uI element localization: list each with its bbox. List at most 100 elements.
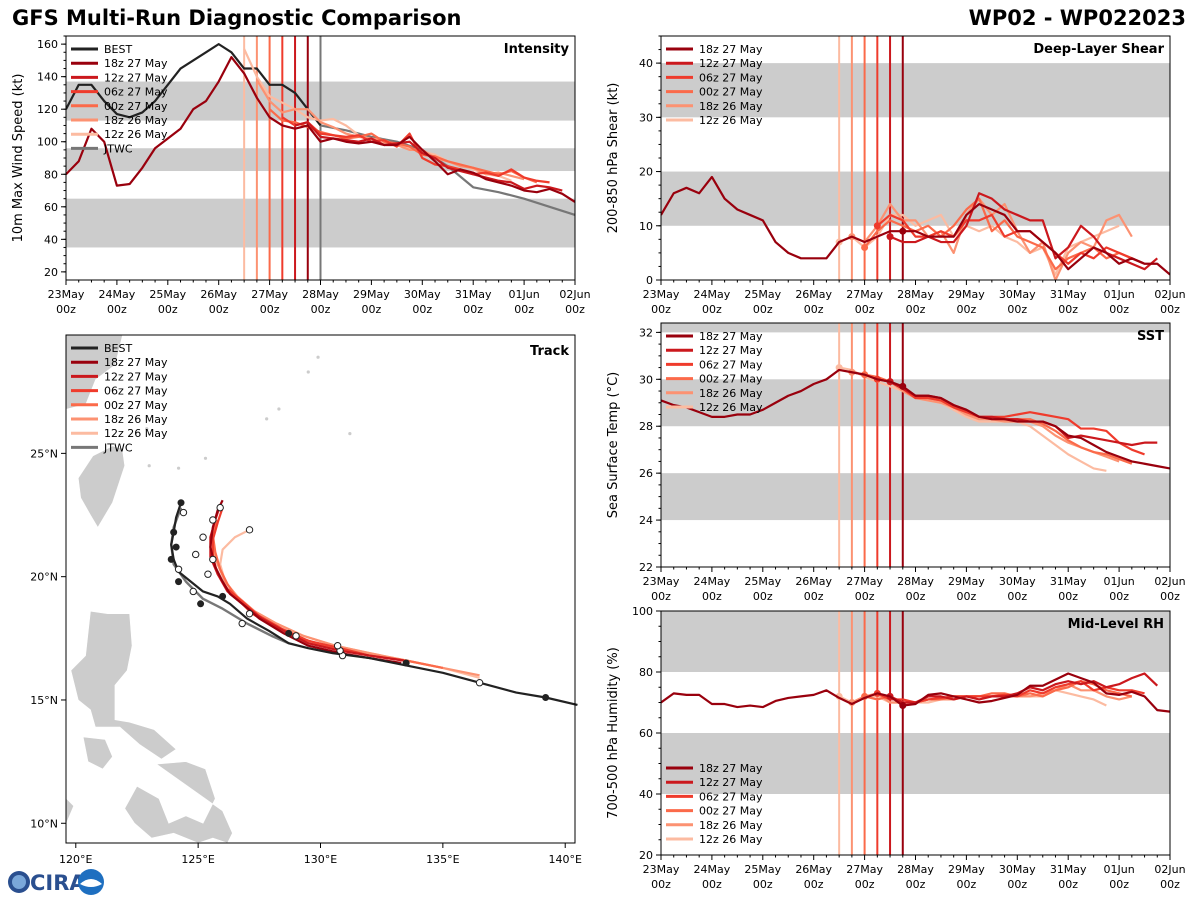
x-tick-label-date: 23May — [48, 288, 85, 301]
x-tick-label-date: 01Jun — [1104, 288, 1135, 301]
y-tick-label: 100 — [632, 605, 653, 618]
legend-label: JTWC — [103, 441, 133, 454]
legend-label: 18z 27 May — [699, 330, 763, 343]
legend-label: 12z 26 May — [699, 114, 763, 127]
legend-label: 18z 27 May — [104, 356, 168, 369]
track-point-filled — [197, 600, 205, 608]
series-group — [66, 43, 575, 216]
track-point-open — [191, 550, 200, 559]
legend-label: 12z 27 May — [104, 370, 168, 383]
x-tick-label-date: 30May — [404, 288, 441, 301]
track-point-open — [189, 587, 197, 596]
x-tick-label-hour: 00z — [1160, 590, 1180, 603]
island — [265, 417, 269, 421]
panel-title: Intensity — [504, 42, 570, 57]
shaded-band — [661, 323, 1170, 333]
x-tick-label-hour: 00z — [753, 878, 773, 891]
init-marker — [899, 702, 907, 710]
island — [316, 355, 320, 359]
init-marker — [861, 243, 869, 251]
track-point-open — [209, 516, 217, 524]
panel-title: Mid-Level RH — [1068, 617, 1164, 632]
y-tick-label: 20 — [639, 166, 653, 179]
noaa-bird-icon — [80, 879, 102, 887]
track-point-open — [199, 533, 207, 541]
x-tick-label-date: 29May — [948, 863, 985, 876]
x-tick-label-hour: 00z — [56, 303, 76, 316]
legend-label: 12z 26 May — [699, 401, 763, 414]
x-tick-label-date: 28May — [897, 575, 934, 588]
x-tick-label-date: 02Jun — [1154, 288, 1185, 301]
x-tick-label-hour: 00z — [753, 590, 773, 603]
y-tick-label: 30 — [639, 373, 653, 386]
y-tick-label: 60 — [44, 201, 58, 214]
y-tick-label: 24 — [639, 514, 653, 527]
track-point-filled — [170, 528, 178, 536]
legend-label: BEST — [104, 342, 132, 355]
x-tick-label-hour: 00z — [957, 590, 977, 603]
y-tick-label: 80 — [44, 168, 58, 181]
x-tick-label-hour: 00z — [1109, 878, 1129, 891]
x-tick-label-date: 24May — [694, 575, 731, 588]
y-tick-label: 40 — [639, 57, 653, 70]
x-tick-label-hour: 00z — [362, 303, 382, 316]
series-line — [661, 672, 1170, 713]
shaded-band — [661, 171, 1170, 226]
y-axis-label: 10m Max Wind Speed (kt) — [11, 74, 26, 243]
x-tick-label-date: 02Jun — [1154, 863, 1185, 876]
x-tick-label-date: 31May — [455, 288, 492, 301]
x-tick-label-hour: 00z — [107, 303, 127, 316]
y-tick-label: 30 — [639, 111, 653, 124]
x-tick-label-date: 24May — [694, 288, 731, 301]
x-tick-label-hour: 00z — [957, 878, 977, 891]
forecast-track — [209, 499, 402, 665]
x-tick-label-date: 28May — [302, 288, 339, 301]
track-point-filled — [175, 578, 183, 586]
series-group — [661, 672, 1170, 713]
x-tick-label-date: 25May — [744, 575, 781, 588]
y-tick-label: 100 — [37, 136, 58, 149]
track-point-open — [179, 508, 188, 517]
legend-label: 06z 27 May — [104, 86, 168, 99]
x-tick-label-hour: 00z — [412, 303, 432, 316]
lon-tick-label: 120°E — [59, 853, 92, 866]
track-point-open — [475, 679, 484, 687]
panel-title: SST — [1137, 329, 1164, 344]
x-tick-label-date: 26May — [795, 575, 832, 588]
x-tick-label-hour: 00z — [1160, 303, 1180, 316]
x-tick-label-hour: 00z — [311, 303, 331, 316]
x-tick-label-date: 02Jun — [559, 288, 590, 301]
legend-label: 00z 27 May — [699, 805, 763, 818]
track-point-filled — [167, 555, 175, 563]
track-point-filled — [285, 629, 293, 637]
x-tick-label-hour: 00z — [855, 303, 875, 316]
x-tick-label-hour: 00z — [804, 303, 824, 316]
x-tick-label-date: 27May — [846, 575, 883, 588]
x-tick-label-hour: 00z — [753, 303, 773, 316]
x-tick-label-hour: 00z — [1007, 303, 1027, 316]
track-point-filled — [172, 543, 180, 551]
legend-label: 00z 27 May — [104, 399, 168, 412]
y-tick-label: 10 — [639, 220, 653, 233]
legend-label: 00z 27 May — [699, 86, 763, 99]
x-tick-label-date: 24May — [694, 863, 731, 876]
x-tick-label-hour: 00z — [906, 303, 926, 316]
init-marker — [873, 222, 881, 230]
series-group — [661, 364, 1170, 472]
y-tick-label: 20 — [44, 266, 58, 279]
x-tick-label-hour: 00z — [1058, 878, 1078, 891]
x-tick-label-date: 28May — [897, 288, 934, 301]
track-point-open — [333, 642, 342, 650]
y-tick-label: 60 — [639, 727, 653, 740]
x-tick-label-hour: 00z — [565, 303, 585, 316]
legend-label: 00z 27 May — [699, 373, 763, 386]
x-tick-label-hour: 00z — [1058, 590, 1078, 603]
track-point-open — [245, 609, 254, 618]
island — [147, 464, 151, 468]
track-point-filled — [402, 659, 410, 667]
island — [306, 370, 310, 374]
series-line — [876, 213, 1145, 265]
legend-label: 18z 27 May — [699, 43, 763, 56]
island — [277, 407, 281, 411]
y-tick-label: 20 — [639, 849, 653, 862]
